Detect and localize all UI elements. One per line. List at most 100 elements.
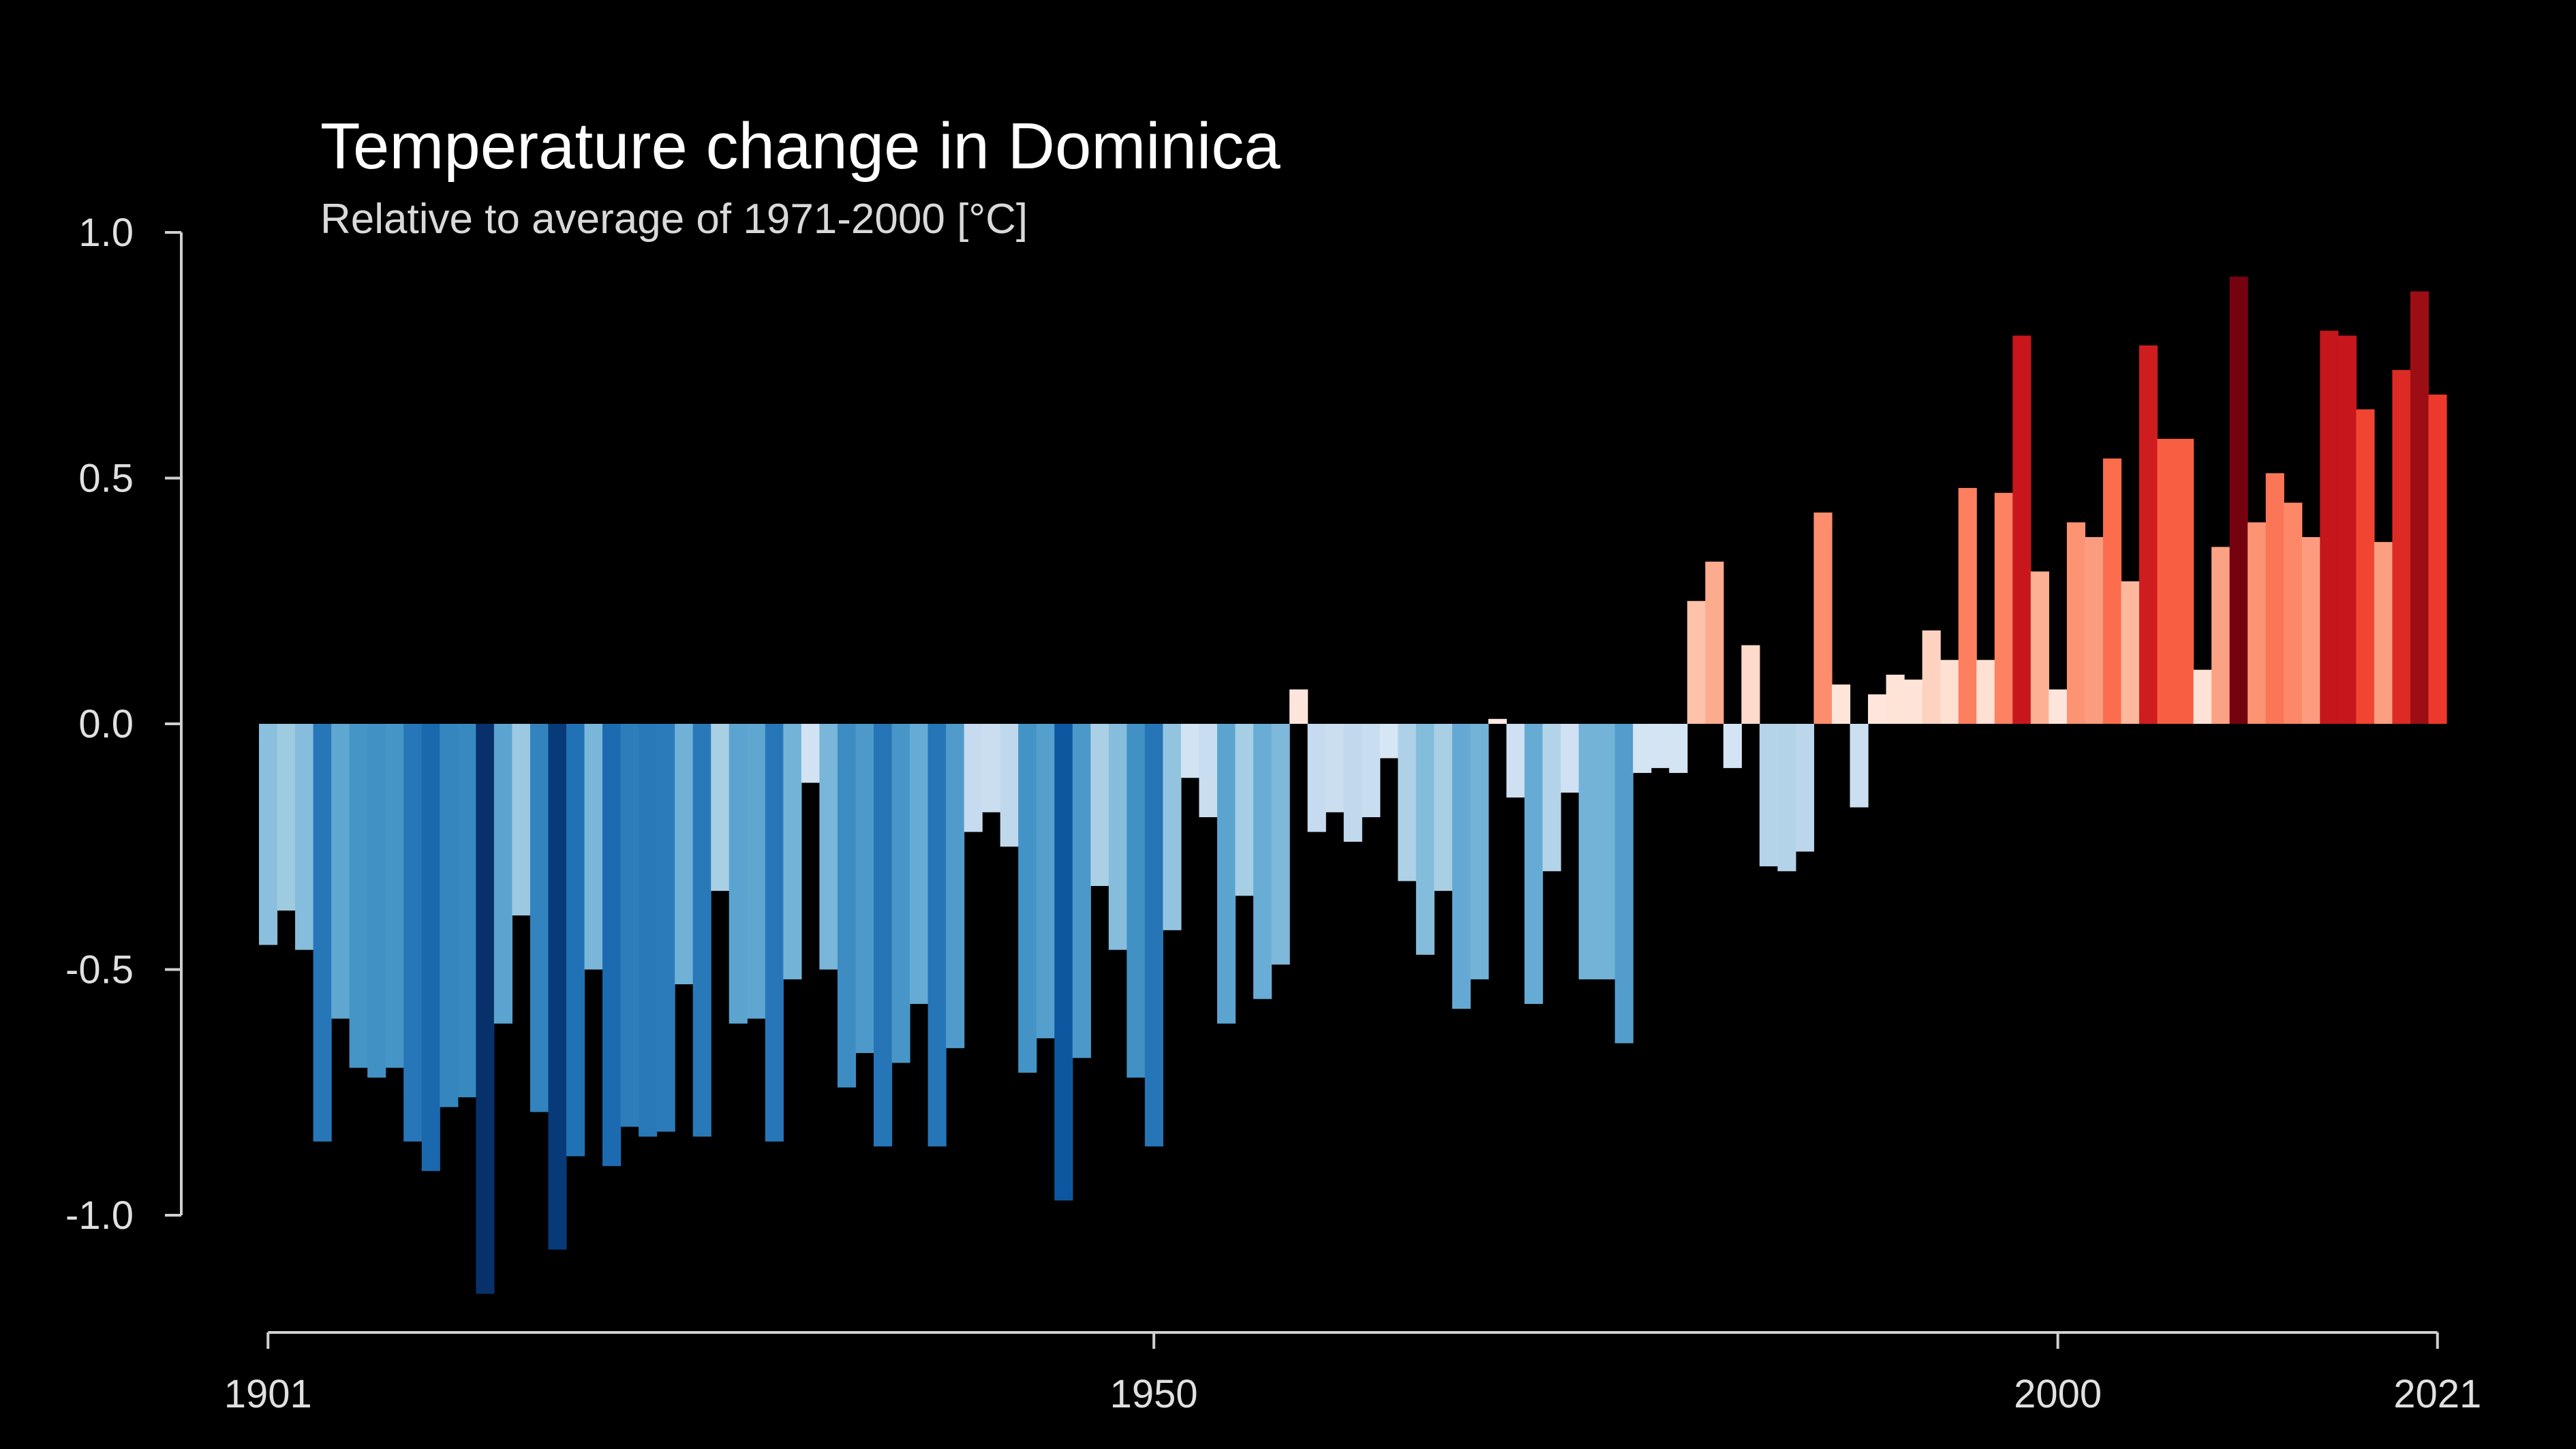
chart-title: Temperature change in Dominica xyxy=(320,110,1281,183)
x-tick-label: 2000 xyxy=(2014,1372,2102,1416)
bar-1941 xyxy=(982,724,1001,812)
bar-2021 xyxy=(2428,394,2447,724)
bar-1951 xyxy=(1163,724,1182,930)
bar-1905 xyxy=(331,724,350,1019)
bar-1989 xyxy=(1850,724,1869,808)
bar-1983 xyxy=(1741,645,1760,724)
bar-1930 xyxy=(783,724,802,979)
bar-1956 xyxy=(1253,724,1272,999)
y-tick-label: 0.0 xyxy=(78,702,134,746)
bar-1942 xyxy=(1000,724,1019,847)
bar-1974 xyxy=(1578,724,1597,979)
bar-1977 xyxy=(1633,724,1652,774)
bar-1927 xyxy=(729,724,748,1024)
bar-2011 xyxy=(2248,522,2267,724)
bar-1939 xyxy=(946,724,965,1048)
bar-1998 xyxy=(2012,335,2031,724)
bar-1959 xyxy=(1307,724,1326,832)
bar-1979 xyxy=(1669,724,1688,774)
bar-1966 xyxy=(1434,724,1453,891)
bar-2003 xyxy=(2102,458,2122,724)
bar-1936 xyxy=(891,724,910,1063)
bar-1981 xyxy=(1705,562,1724,724)
bar-1916 xyxy=(530,724,549,1112)
bar-1931 xyxy=(801,724,820,783)
bar-2014 xyxy=(2301,537,2320,724)
bar-2015 xyxy=(2320,331,2339,724)
bar-1902 xyxy=(277,724,296,911)
bar-1952 xyxy=(1180,724,1200,778)
bar-1969 xyxy=(1488,718,1507,724)
bar-1958 xyxy=(1289,689,1308,724)
bar-1933 xyxy=(837,724,857,1088)
bar-1954 xyxy=(1217,724,1236,1024)
bar-1987 xyxy=(1813,512,1833,724)
bar-1919 xyxy=(584,724,603,970)
bar-2012 xyxy=(2265,473,2284,724)
bar-1944 xyxy=(1036,724,1055,1039)
bar-2013 xyxy=(2284,502,2303,724)
bar-1917 xyxy=(548,724,567,1250)
bar-1975 xyxy=(1597,724,1616,979)
bar-2016 xyxy=(2337,335,2357,724)
bar-1960 xyxy=(1325,724,1345,812)
bar-2019 xyxy=(2392,369,2411,724)
bar-1943 xyxy=(1018,724,1037,1073)
bar-2006 xyxy=(2157,438,2176,724)
bar-1985 xyxy=(1777,724,1796,872)
bar-1923 xyxy=(656,724,675,1132)
bar-1995 xyxy=(1958,487,1977,724)
bar-2000 xyxy=(2049,689,2068,724)
bar-2007 xyxy=(2175,438,2194,724)
bar-1961 xyxy=(1343,724,1362,842)
bar-1962 xyxy=(1362,724,1381,817)
chart-subtitle: Relative to average of 1971-2000 [°C] xyxy=(320,196,1028,243)
bar-1932 xyxy=(819,724,838,970)
bar-1925 xyxy=(692,724,711,1137)
bar-1997 xyxy=(1994,493,2013,724)
bar-2002 xyxy=(2085,537,2104,724)
bar-2005 xyxy=(2139,345,2158,724)
bar-1904 xyxy=(313,724,332,1142)
bar-1999 xyxy=(2030,571,2049,724)
bar-2018 xyxy=(2374,542,2393,724)
bar-1929 xyxy=(765,724,784,1142)
y-tick-label: -1.0 xyxy=(65,1193,134,1238)
y-tick-label: 1.0 xyxy=(78,211,134,255)
bar-1928 xyxy=(747,724,766,1019)
bar-1978 xyxy=(1651,724,1670,768)
bar-1949 xyxy=(1126,724,1146,1078)
x-tick-label: 2021 xyxy=(2393,1372,2481,1416)
bar-2004 xyxy=(2121,581,2140,724)
bar-1991 xyxy=(1886,674,1905,724)
bar-1963 xyxy=(1379,724,1398,759)
bar-1993 xyxy=(1922,630,1941,724)
bar-1955 xyxy=(1235,724,1254,896)
bar-2010 xyxy=(2229,276,2248,724)
bar-1906 xyxy=(349,724,368,1068)
bar-1982 xyxy=(1723,724,1742,768)
x-axis: 1901 1950 2000 2021 xyxy=(224,1331,2481,1416)
bar-2017 xyxy=(2356,409,2375,724)
bar-1984 xyxy=(1759,724,1779,867)
bar-1986 xyxy=(1795,724,1815,852)
bar-1937 xyxy=(910,724,929,1004)
bar-1968 xyxy=(1470,724,1489,979)
bar-1946 xyxy=(1072,724,1091,1058)
bar-1935 xyxy=(873,724,893,1147)
bar-1921 xyxy=(620,724,639,1127)
bar-1957 xyxy=(1271,724,1290,965)
bar-1910 xyxy=(421,724,440,1172)
bar-1903 xyxy=(295,724,314,950)
bar-1965 xyxy=(1415,724,1435,955)
bar-1948 xyxy=(1108,724,1127,950)
bar-1922 xyxy=(639,724,658,1137)
bar-1947 xyxy=(1090,724,1109,886)
bar-1934 xyxy=(855,724,874,1054)
bar-1918 xyxy=(566,724,585,1157)
bar-2020 xyxy=(2410,291,2429,724)
y-tick-label: 0.5 xyxy=(78,457,134,501)
bar-1926 xyxy=(711,724,730,891)
bar-1970 xyxy=(1506,724,1525,798)
bar-1976 xyxy=(1614,724,1634,1043)
